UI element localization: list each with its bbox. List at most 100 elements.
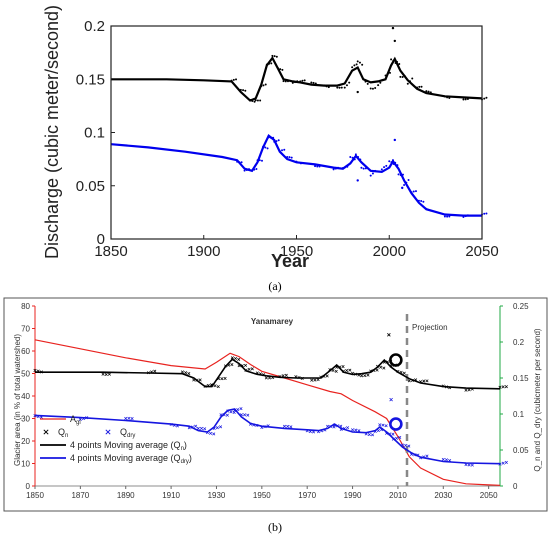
panel-a-observation-point [416, 86, 419, 89]
panel-b-x-tick-label: 1970 [298, 491, 316, 500]
panel-a-observation-point [325, 85, 328, 88]
panel-b-qdry-marker [395, 436, 399, 440]
panel-a-observation-point [238, 161, 241, 164]
panel-a-observation-point [485, 96, 488, 99]
panel-a-observation-point [284, 80, 287, 83]
panel-b-qdry-marker [504, 460, 508, 464]
panel-a-observation-point [401, 173, 404, 176]
panel-a-observation-point [264, 146, 267, 149]
panel-b-qdry-marker [246, 413, 250, 417]
panel-b-qn-marker [284, 373, 288, 377]
panel-a-observation-point [392, 59, 395, 62]
panel-b-qn-marker [366, 373, 370, 377]
panel-a-observation-point [356, 90, 359, 94]
panel-a-x-tick-label: 1950 [280, 243, 313, 260]
panel-a-observation-point [388, 160, 391, 163]
panel-a-observation-point [390, 161, 393, 164]
panel-a-observation-point [448, 215, 451, 218]
panel-a-observation-point [281, 68, 284, 71]
panel-a-observation-point [332, 168, 335, 171]
panel-a-observation-point [385, 164, 388, 167]
panel-a-observation-point [420, 200, 423, 203]
panel-b-qdry-marker [398, 435, 402, 439]
panel-a-observation-point [351, 66, 354, 69]
panel-b-qn-marker [237, 357, 241, 361]
panel-a-observation-point [383, 166, 386, 169]
panel-a-observation-point [281, 149, 284, 152]
panel-a-observation-point [443, 95, 446, 98]
panel-a-observation-point [291, 81, 294, 84]
panel-b-y-tick-right-label: 0.25 [513, 302, 529, 311]
panel-a-observation-point [264, 83, 267, 86]
panel-b-highlight-circle [389, 417, 403, 431]
panel-a-observation-point [258, 159, 261, 162]
panel-a-observation-point [420, 85, 423, 88]
panel-b-outlier-marker [389, 397, 393, 402]
panel-b-qdry-marker [404, 443, 408, 447]
panel-a-observation-point [374, 87, 377, 90]
panel-b-qn-marker [230, 356, 234, 360]
panel-a-observation-point [446, 215, 449, 218]
panel-b-qn-marker [198, 378, 202, 382]
panel-b-qn-moving-average-line [35, 358, 501, 390]
panel-b-qdry-marker [381, 423, 385, 427]
panel-a-observation-point [466, 98, 469, 101]
panel-b-qn-marker [422, 379, 426, 383]
panel-b-qn-marker [216, 385, 220, 389]
panel-a-series [110, 26, 488, 218]
panel-a-observation-point [362, 167, 365, 170]
panel-a-observation-point [360, 166, 363, 169]
panel-a-observation-point [245, 168, 248, 171]
panel-a-y-tick-label: 0.15 [76, 71, 105, 88]
panel-a-observation-point [381, 79, 384, 82]
panel-a-observation-point [337, 166, 340, 169]
panel-a-observation-point [244, 89, 247, 92]
panel-b-qn-marker [325, 374, 329, 378]
panel-b-qn-marker [281, 374, 285, 378]
panel-b-qn-marker [264, 376, 268, 380]
panel-b-x-tick-label: 1890 [117, 491, 135, 500]
panel-a-observation-point [235, 78, 238, 81]
panel-b-qdry-marker [282, 424, 287, 428]
panel-b-qn-marker [341, 364, 345, 369]
panel-a-caption: (a) [268, 279, 281, 293]
panel-a-observation-point [393, 58, 396, 61]
panel-a-observation-point [354, 153, 357, 156]
panel-b-qn-marker [187, 371, 191, 376]
panel-b-qn-marker [375, 368, 379, 372]
panel-a-observation-point [412, 190, 415, 193]
panel-a-observation-point [422, 200, 425, 203]
panel-a-observation-point [314, 165, 317, 168]
panel-a-observation-point [297, 161, 300, 164]
panel-a-observation-point [371, 87, 374, 90]
panel-b-y-tick-left-label: 40 [21, 392, 30, 401]
panel-b-qdry-marker [225, 413, 229, 417]
panel-a-observation-point [466, 214, 469, 217]
panel-a-observation-point [392, 162, 395, 165]
panel-b-qdry-marker [351, 428, 355, 432]
legend-label: 4 points Moving average (Qn) [70, 440, 187, 452]
panel-b-qdry-marker [203, 427, 207, 431]
panel-b-qn-marker [310, 378, 314, 382]
panel-a-observation-point [269, 136, 272, 139]
panel-a-observation-point [355, 63, 358, 66]
panel-a-observation-point [290, 156, 293, 159]
panel-a-observation-point [401, 186, 404, 190]
panel-b-qdry-marker [286, 424, 290, 428]
panel-b-y-tick-left-label: 0 [26, 482, 31, 491]
panel-a-observation-point [268, 62, 271, 65]
panel-a-observation-point [356, 60, 359, 63]
legend-swatch [43, 429, 49, 435]
legend-label: Qdry [120, 427, 135, 439]
panel-a-observation-point [358, 61, 361, 64]
panel-a-observation-point [259, 99, 262, 102]
panel-a-observation-point [371, 172, 374, 175]
panel-a-observation-point [409, 80, 412, 83]
panel-a-observation-point [377, 84, 380, 87]
panel-b-qdry-marker [212, 432, 216, 436]
panel-b-qn-marker [407, 379, 411, 383]
panel-a-observation-point [346, 165, 349, 168]
panel-a-observation-point [267, 136, 270, 139]
panel-a-observation-point [288, 156, 291, 159]
panel-b-x-tick-label: 1990 [344, 491, 362, 500]
